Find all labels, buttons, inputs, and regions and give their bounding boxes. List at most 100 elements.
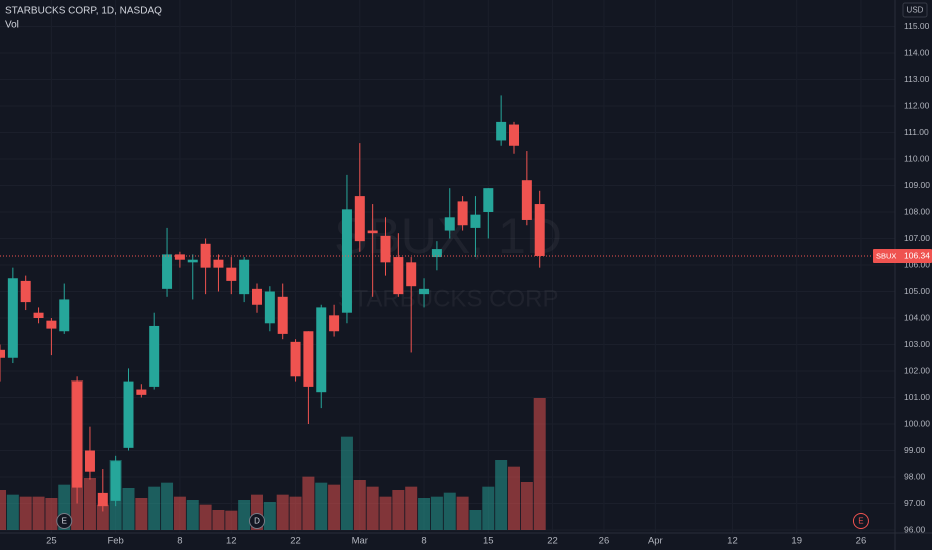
y-tick-label: 111.00 (904, 127, 929, 137)
x-tick-label: 22 (290, 536, 301, 547)
volume-bar (340, 436, 353, 530)
volume-bar (392, 490, 405, 530)
volume-bar (379, 496, 392, 530)
candle-body (136, 389, 147, 395)
candle-body (367, 230, 378, 234)
y-tick-label: 102.00 (904, 365, 930, 375)
x-tick-label: 8 (177, 536, 182, 547)
x-tick-label: 19 (791, 536, 802, 547)
volume-bar (199, 504, 212, 530)
candle-body (457, 201, 468, 226)
currency-box (902, 2, 928, 18)
y-tick-label: 112.00 (904, 100, 930, 110)
volume-bar (6, 494, 19, 530)
volume-bar (315, 482, 328, 530)
y-tick-label: 114.00 (904, 47, 930, 57)
y-tick-label: 107.00 (904, 233, 930, 243)
watermark-name: STARBUCKS CORP (338, 285, 559, 312)
candle-body (252, 288, 262, 305)
candle-body (59, 299, 70, 332)
candle-body (162, 254, 173, 289)
candle-body (444, 217, 455, 231)
volume-bar (469, 510, 482, 530)
candle-body (7, 278, 18, 358)
y-tick-label: 99.00 (904, 445, 926, 455)
candle-body (380, 235, 391, 263)
x-tick-label: 12 (226, 536, 237, 547)
volume-bar (302, 476, 315, 530)
y-tick-label: 106.00 (904, 259, 930, 269)
candle-body (316, 307, 327, 393)
candle-body (213, 259, 224, 268)
volume-bar (418, 498, 431, 530)
y-tick-label: 115.00 (904, 21, 930, 31)
y-tick-label: 104.00 (904, 312, 930, 322)
event-label: E (858, 517, 863, 526)
volume-bar (263, 502, 276, 530)
candle-body (0, 349, 5, 358)
candle-body (303, 331, 314, 387)
chart-title: STARBUCKS CORP, 1D, NASDAQ (5, 6, 162, 17)
candle-body (509, 124, 519, 146)
x-tick-label: 8 (421, 536, 426, 547)
volume-bar (533, 398, 546, 530)
volume-bar (482, 486, 495, 530)
volume-bar (456, 496, 469, 530)
volume-bar (83, 478, 96, 530)
volume-bar (19, 496, 32, 530)
y-tick-label: 101.00 (904, 392, 930, 402)
candle-body (341, 209, 352, 313)
candle-body (33, 312, 44, 318)
event-marker (249, 513, 265, 529)
currency: USD (907, 6, 924, 15)
candle-body (470, 214, 481, 228)
volume-bar (353, 480, 366, 530)
candle-body (149, 325, 160, 387)
x-tick-label: 26 (856, 536, 867, 547)
candle-body (521, 180, 532, 220)
y-tick-label: 98.00 (904, 471, 926, 481)
x-tick-label: 22 (547, 536, 558, 547)
x-tick-label: 12 (727, 536, 738, 547)
candle-body (290, 341, 301, 377)
y-tick-label: 108.00 (904, 206, 930, 216)
candle-body (534, 204, 545, 256)
event-marker (56, 513, 73, 529)
candle-body (187, 259, 198, 263)
volume-bar (161, 482, 174, 530)
y-tick-label: 110.00 (904, 153, 930, 163)
candle-body (84, 450, 95, 472)
candle-body (200, 243, 211, 268)
last-price-value: 106.34 (904, 251, 930, 261)
x-tick-label: Apr (648, 536, 663, 547)
candle-body (97, 492, 108, 507)
volume-bar (96, 504, 109, 530)
candle-body (72, 381, 83, 488)
candle-body (406, 262, 417, 287)
volume-bar (508, 466, 520, 530)
volume-bar (135, 498, 148, 530)
volume-bar (520, 482, 533, 530)
volume-bar (366, 486, 379, 530)
x-tick-label: 15 (483, 536, 494, 547)
candle-body (174, 254, 185, 260)
volume-bar (225, 510, 238, 530)
volume-bar (495, 460, 508, 530)
y-tick-label: 113.00 (904, 74, 930, 84)
price-axis-bg (895, 0, 932, 550)
x-tick-label: Feb (107, 536, 123, 547)
volume-bar (238, 500, 251, 530)
volume-bar (122, 488, 135, 530)
y-tick-label: 105.00 (904, 286, 930, 296)
volume-bar (186, 500, 199, 530)
candle-body (393, 257, 404, 295)
candle-body (419, 288, 430, 295)
volume-bar (148, 486, 161, 530)
volume-bar (276, 494, 289, 530)
volume-bar (405, 486, 418, 530)
event-marker (852, 513, 869, 529)
volume-bar (212, 510, 225, 530)
y-tick-label: 97.00 (904, 498, 926, 508)
